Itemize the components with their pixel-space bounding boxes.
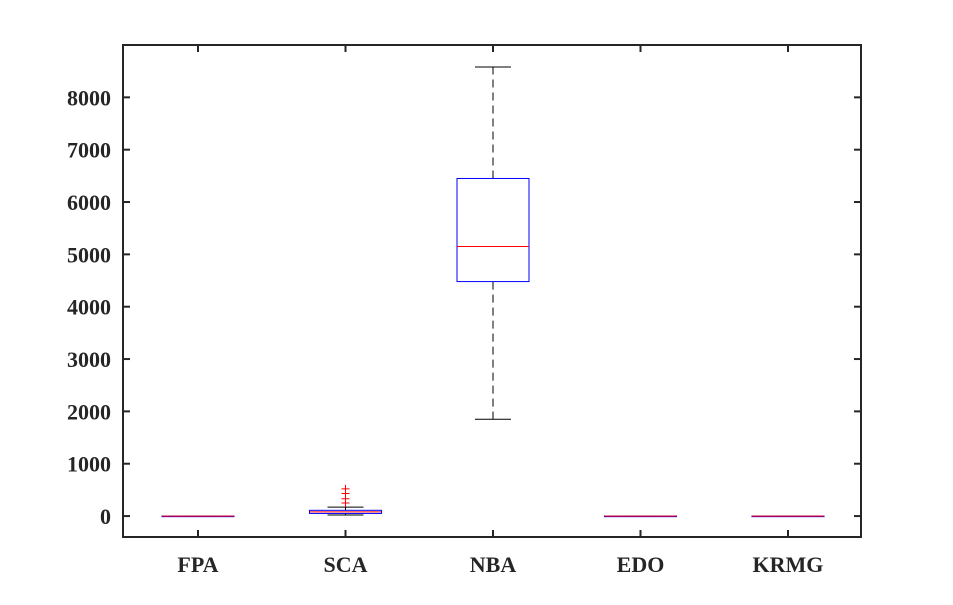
x-category-label: SCA bbox=[323, 552, 367, 577]
y-tick-label: 7000 bbox=[67, 138, 111, 163]
plot-area-background bbox=[123, 45, 861, 537]
x-category-label: KRMG bbox=[753, 552, 824, 577]
y-tick-label: 6000 bbox=[67, 190, 111, 215]
y-tick-label: 3000 bbox=[67, 347, 111, 372]
box-krmg bbox=[751, 515, 825, 518]
y-tick-label: 2000 bbox=[67, 399, 111, 424]
box-sca bbox=[309, 484, 382, 516]
outlier-marker bbox=[341, 484, 350, 493]
x-category-label: FPA bbox=[177, 552, 218, 577]
iqr-box bbox=[456, 177, 530, 283]
y-tick-label: 4000 bbox=[67, 295, 111, 320]
x-category-label: EDO bbox=[617, 552, 665, 577]
plot-frame bbox=[122, 44, 862, 538]
box-fpa bbox=[161, 515, 235, 518]
y-tick-label: 8000 bbox=[67, 85, 111, 110]
x-category-label: NBA bbox=[470, 552, 517, 577]
boxes-layer bbox=[161, 66, 825, 518]
y-tick-label: 0 bbox=[100, 504, 111, 529]
y-tick-label: 5000 bbox=[67, 242, 111, 267]
y-tick-label: 1000 bbox=[67, 452, 111, 477]
ticks-layer: 0 1000 2000 3000 4000 5000 6000 7000 8000 FPA SCA N… bbox=[67, 45, 861, 577]
box-nba bbox=[456, 66, 530, 420]
box-edo bbox=[604, 515, 677, 518]
